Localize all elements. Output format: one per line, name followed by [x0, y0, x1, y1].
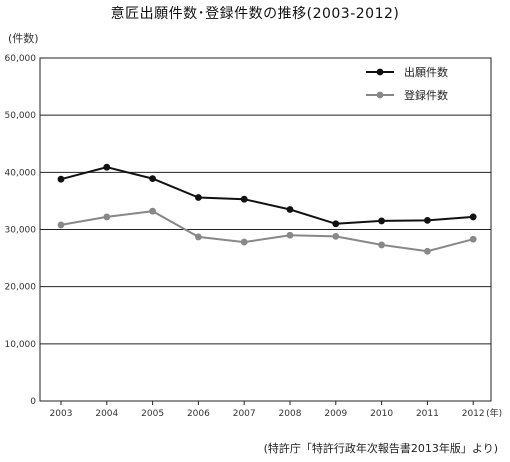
chart-title: 意匠出願件数･登録件数の推移(2003-2012)	[110, 6, 400, 22]
x-tick-label: 2012	[462, 409, 485, 419]
data-point-series-2	[286, 231, 294, 239]
data-point-series-1	[332, 220, 340, 228]
y-tick-label: 50,000	[5, 111, 37, 121]
series-line-1	[60, 166, 474, 225]
data-point-series-2	[469, 235, 477, 243]
data-point-series-2	[103, 213, 111, 221]
y-tick-label: 30,000	[5, 226, 37, 236]
data-point-series-1	[424, 216, 431, 224]
legend-label-1: 出願件数	[404, 65, 448, 79]
data-point-series-1	[469, 213, 477, 221]
legend-label-2: 登録件数	[404, 88, 448, 102]
x-tick-label: 2006	[187, 409, 210, 419]
x-tick-label: 2007	[233, 409, 256, 419]
data-point-series-1	[57, 175, 65, 183]
y-tick-label: 40,000	[5, 168, 37, 178]
x-tick-label: 2005	[141, 409, 164, 419]
series-line-2	[60, 210, 474, 253]
data-point-series-2	[195, 233, 202, 241]
y-axis-unit-label: (件数)	[8, 32, 39, 45]
legend-marker-1	[376, 68, 384, 76]
data-point-series-2	[240, 238, 248, 246]
legend-marker-2	[376, 91, 384, 99]
x-tick-label: 2008	[279, 409, 302, 419]
x-tick-label: 2003	[50, 409, 73, 419]
y-tick-label: 20,000	[5, 283, 37, 293]
x-tick-label: 2009	[324, 409, 347, 419]
data-point-series-2	[57, 221, 65, 229]
data-point-series-1	[149, 175, 157, 183]
data-point-series-1	[103, 163, 111, 171]
data-point-series-1	[286, 206, 294, 213]
x-tick-label: 2004	[95, 409, 118, 419]
data-point-series-2	[378, 241, 385, 249]
data-point-series-1	[195, 194, 202, 201]
data-point-series-2	[424, 247, 431, 255]
data-point-series-1	[378, 217, 385, 225]
y-tick-label: 0	[30, 397, 36, 407]
x-tick-label: 2010	[370, 409, 393, 419]
data-point-series-2	[149, 207, 157, 215]
data-point-series-1	[240, 195, 248, 203]
x-tick-label: 2011	[416, 409, 439, 419]
source-note: (特許庁「特許行政年次報告書2013年版」より)	[263, 442, 498, 455]
y-tick-label: 10,000	[5, 340, 37, 350]
x-axis-unit-label: (年)	[486, 407, 502, 419]
data-point-series-2	[332, 232, 340, 240]
y-tick-label: 60,000	[5, 54, 37, 64]
